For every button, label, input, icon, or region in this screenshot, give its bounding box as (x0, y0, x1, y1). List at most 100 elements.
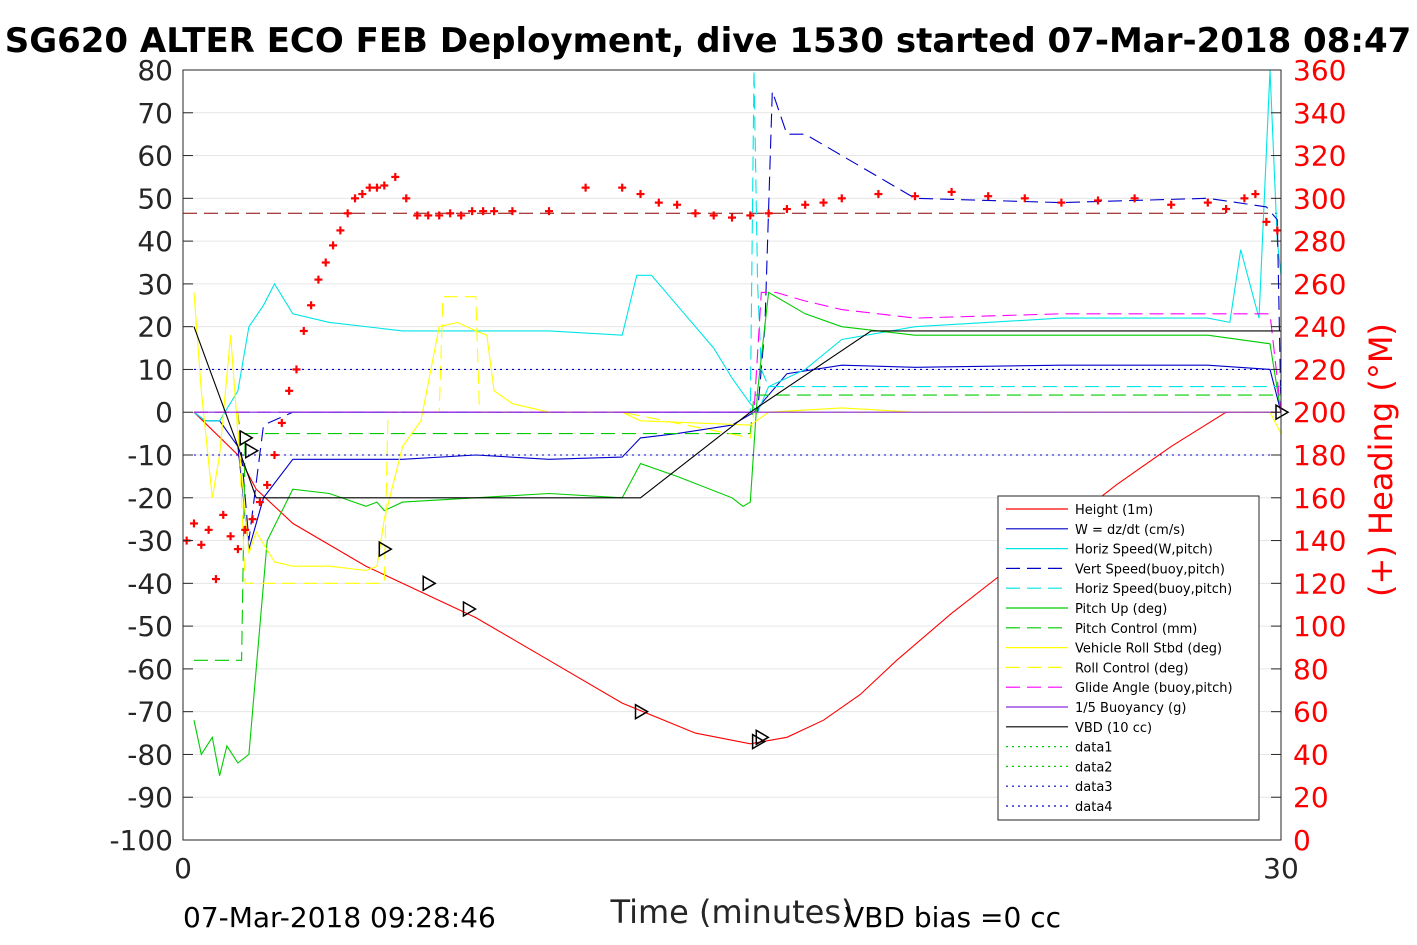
right-tick-label: 20 (1293, 781, 1329, 814)
heading-point (1262, 217, 1271, 226)
heading-point (299, 326, 308, 335)
right-tick-label: 220 (1293, 353, 1346, 386)
legend-label: Height (1m) (1075, 503, 1153, 518)
legend-entry: Horiz Speed(W,pitch) (1006, 543, 1213, 558)
heading-point (1020, 194, 1029, 203)
legend: Height (1m) W = dz/dt (cm/s) Horiz Speed(W… (997, 495, 1260, 821)
heading-point (874, 190, 883, 199)
right-tick-label: 80 (1293, 653, 1329, 686)
heading-point (911, 192, 919, 201)
heading-point (358, 190, 367, 199)
heading-point (837, 194, 846, 203)
heading-point (636, 190, 645, 199)
heading-point (365, 183, 374, 192)
heading-point (336, 226, 345, 235)
left-tick-label: -30 (127, 525, 173, 558)
heading-point (219, 510, 228, 519)
legend-entry: Height (1m) (1006, 503, 1153, 518)
heading-point (263, 480, 272, 489)
heading-point (402, 194, 411, 203)
heading-point (233, 545, 242, 554)
legend-label: Pitch Up (deg) (1075, 602, 1167, 617)
event-marker (244, 442, 260, 460)
heading-point (1273, 226, 1282, 235)
left-tick-label: -80 (127, 738, 173, 771)
x-tick-label: 30 (1263, 852, 1299, 885)
heading-point (248, 515, 257, 524)
legend-label: W = dz/dt (cm/s) (1075, 523, 1185, 538)
heading-point (947, 187, 956, 196)
right-tick-label: 0 (1293, 824, 1311, 857)
heading-point (285, 386, 294, 395)
heading-point (391, 172, 400, 181)
legend-entry: data2 (1006, 760, 1113, 775)
right-tick-label: 160 (1293, 482, 1346, 515)
heading-point (508, 207, 517, 216)
series-line-11 (193, 326, 1281, 499)
right-tick-label: 40 (1293, 738, 1329, 771)
heading-point (424, 211, 433, 220)
heading-point (819, 198, 828, 207)
heading-point (1094, 196, 1102, 205)
legend-entry: Roll Control (deg) (1006, 661, 1189, 676)
right-tick-label: 260 (1293, 268, 1346, 301)
right-axis-ticks: 3603403203002802602402202001801601401201… (1271, 54, 1346, 857)
right-tick-label: 280 (1293, 225, 1346, 258)
legend-label: Pitch Control (mm) (1075, 622, 1197, 637)
heading-point (270, 451, 279, 459)
right-tick-label: 300 (1293, 182, 1346, 215)
heading-point (329, 241, 338, 250)
heading-point (764, 209, 773, 218)
series-line-2 (193, 69, 1282, 422)
heading-point (1240, 194, 1249, 203)
series-line-7 (193, 292, 1282, 572)
legend-entry: 1/5 Buoyancy (g) (1006, 701, 1186, 716)
right-tick-label: 200 (1293, 396, 1346, 429)
left-tick-label: 20 (137, 311, 173, 344)
heading-point (380, 181, 389, 190)
legend-label: 1/5 Buoyancy (g) (1075, 701, 1186, 716)
legend-entry: Vehicle Roll Stbd (deg) (1006, 642, 1222, 657)
heading-point (226, 532, 235, 541)
event-marker (755, 729, 770, 746)
right-tick-label: 60 (1293, 696, 1329, 729)
legend-label: data4 (1075, 800, 1113, 815)
heading-point (468, 207, 477, 216)
legend-label: Roll Control (deg) (1075, 661, 1189, 676)
legend-label: data1 (1075, 741, 1113, 756)
heading-point (782, 205, 791, 214)
heading-point (204, 525, 213, 534)
heading-point (197, 540, 206, 549)
legend-entry: W = dz/dt (cm/s) (1006, 523, 1185, 538)
heading-point (1057, 198, 1066, 207)
heading-point (343, 209, 352, 218)
heading-layer (182, 172, 1282, 584)
left-tick-label: 30 (137, 268, 173, 301)
heading-point (1167, 200, 1176, 209)
event-marker (462, 600, 477, 618)
left-tick-label: 80 (137, 54, 173, 87)
heading-point (314, 275, 323, 284)
footer-timestamp: 07-Mar-2018 09:28:46 (183, 901, 496, 934)
right-tick-label: 100 (1293, 610, 1346, 643)
heading-point (654, 198, 663, 207)
legend-label: Vehicle Roll Stbd (deg) (1075, 642, 1222, 657)
right-tick-label: 140 (1293, 525, 1346, 558)
heading-point (581, 183, 590, 192)
left-tick-label: -10 (127, 439, 173, 472)
heading-point (446, 209, 455, 218)
legend-entry: Pitch Control (mm) (1006, 622, 1197, 637)
marker-layer (239, 403, 1290, 750)
left-tick-label: 10 (137, 353, 173, 386)
series-line-4 (194, 69, 1281, 413)
right-tick-label: 180 (1293, 439, 1346, 472)
heading-point (413, 211, 422, 220)
right-tick-label: 340 (1293, 97, 1346, 130)
legend-entry: Pitch Up (deg) (1006, 602, 1167, 617)
legend-label: data2 (1075, 760, 1113, 775)
x-tick-label: 0 (174, 852, 192, 885)
heading-point (211, 575, 220, 584)
heading-point (1130, 194, 1139, 203)
legend-label: Glide Angle (buoy,pitch) (1075, 681, 1233, 696)
event-marker (634, 703, 649, 720)
